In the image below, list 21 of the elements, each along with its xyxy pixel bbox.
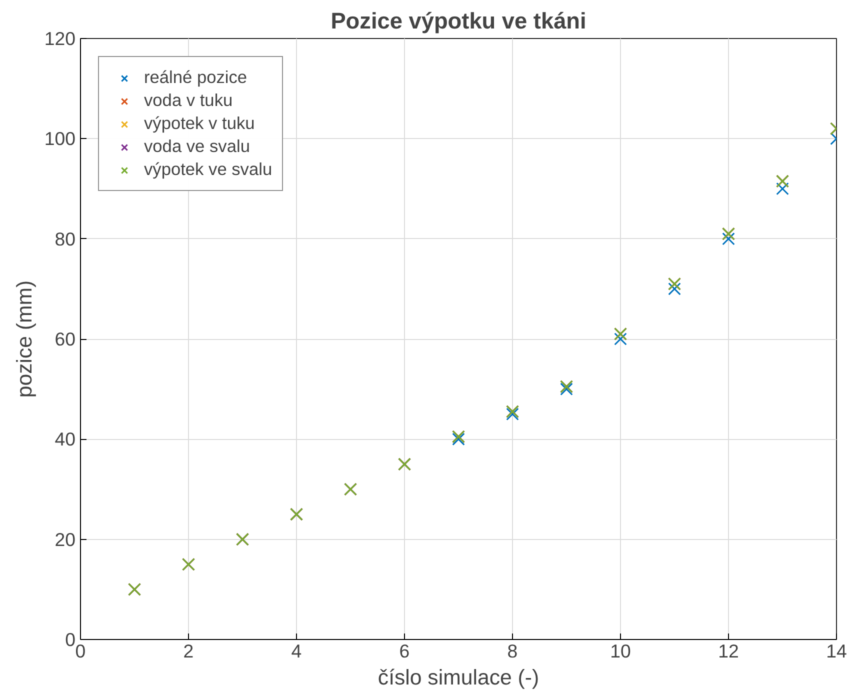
legend-label: reálné pozice: [144, 67, 248, 88]
chart-title: Pozice výpotku ve tkáni: [330, 8, 586, 34]
x-tick-label: 10: [610, 640, 631, 662]
y-tick-label: 60: [54, 328, 76, 350]
x-tick-label: 8: [507, 640, 518, 662]
legend-label: voda ve svalu: [144, 136, 250, 157]
x-tick-label: 14: [826, 640, 847, 662]
legend-label: voda v tuku: [144, 90, 233, 111]
x-tick-label: 4: [291, 640, 302, 662]
x-tick-label: 6: [399, 640, 410, 662]
y-tick-label: 80: [54, 228, 76, 250]
y-tick-label: 120: [44, 28, 76, 49]
legend-label: výpotek ve svalu: [144, 159, 272, 180]
legend-label: výpotek v tuku: [144, 113, 255, 134]
y-tick-label: 20: [54, 528, 76, 550]
x-tick-label: 2: [183, 640, 194, 662]
y-axis-title: pozice (mm): [12, 280, 36, 398]
y-tick-label: 40: [54, 428, 76, 450]
x-tick-label: 12: [718, 640, 739, 662]
y-tick-label: 100: [44, 128, 76, 150]
x-axis-title: číslo simulace (-): [378, 666, 540, 690]
